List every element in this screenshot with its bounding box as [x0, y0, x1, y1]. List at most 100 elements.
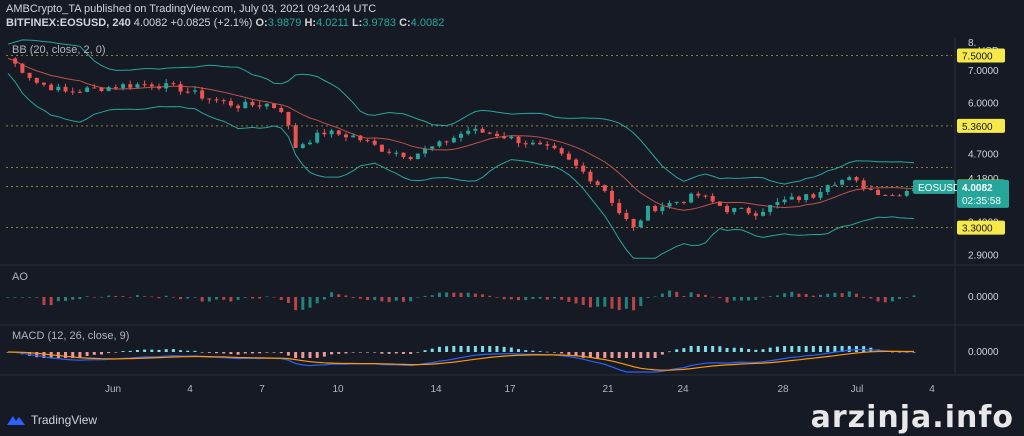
ao-bar — [668, 290, 672, 297]
macd-indicator-label[interactable]: MACD (12, 26, close, 9) — [12, 330, 130, 342]
ao-bar — [121, 296, 125, 297]
ao-bar — [509, 297, 513, 300]
macd-hist-bar — [689, 346, 693, 352]
candle-body — [157, 86, 161, 89]
macd-hist-bar — [747, 349, 751, 352]
macd-hist-bar — [898, 352, 902, 353]
macd-hist-bar — [366, 352, 370, 353]
candle-body — [70, 91, 75, 93]
candle-body — [85, 87, 90, 92]
x-tick-label: 10 — [332, 384, 344, 395]
level-price-tag — [957, 220, 1005, 235]
macd-hist-bar — [279, 352, 283, 354]
macd-hist-bar — [840, 346, 844, 352]
macd-hist-bar — [847, 346, 851, 352]
candle-body — [322, 132, 327, 135]
macd-hist-bar — [121, 351, 125, 352]
candle-body — [487, 132, 492, 134]
candle-body — [768, 204, 773, 212]
ao-bar — [898, 297, 902, 299]
ao-bar — [193, 297, 197, 298]
candle-body — [624, 213, 629, 220]
macd-hist-bar — [85, 352, 89, 356]
macd-hist-bar — [445, 346, 449, 352]
ao-bar — [847, 291, 851, 297]
candle-body — [674, 201, 679, 203]
candle-body — [581, 165, 586, 172]
candle-body — [847, 177, 852, 181]
macd-hist-bar — [128, 350, 132, 352]
macd-hist-bar — [387, 352, 391, 354]
price-axis[interactable]: 8.7.00006.00004.70004.18003.40002.9000US… — [913, 38, 1009, 358]
candle-body — [99, 87, 104, 92]
ao-bar — [552, 297, 556, 299]
macd-hist-bar — [330, 352, 334, 355]
macd-hist-bar — [337, 352, 341, 354]
candle-body — [466, 130, 471, 134]
ao-bar — [696, 293, 700, 297]
ao-bar — [481, 294, 485, 297]
ao-bar — [344, 295, 348, 297]
ao-bar — [358, 297, 362, 299]
macd-hist-bar — [35, 352, 39, 358]
candle-body — [811, 194, 816, 198]
macd-hist-bar — [380, 352, 384, 354]
macd-hist-bar — [890, 351, 894, 353]
macd-hist-bar — [653, 352, 657, 358]
candle-body — [840, 180, 845, 185]
candle-body — [149, 84, 154, 87]
candle-body — [430, 146, 435, 149]
candle-body — [681, 201, 686, 203]
ao-bar — [416, 297, 420, 298]
time-axis[interactable]: Jun 4 7 10 14 17 21 24 28 Jul 4 — [105, 384, 935, 395]
ao-bar — [430, 295, 434, 297]
tradingview-logo[interactable]: TradingView — [6, 413, 97, 427]
level-price-tag — [957, 48, 1005, 63]
candle-body — [645, 206, 650, 221]
ao-bar — [401, 297, 405, 302]
ao-bar — [517, 297, 521, 301]
ao-bar — [250, 297, 254, 299]
price-change: +0.0825 (+2.1%) — [170, 17, 253, 29]
candle-body — [459, 133, 463, 138]
macd-hist-bar — [538, 351, 542, 352]
ao-bar — [596, 297, 600, 307]
macd-hist-bar — [157, 349, 161, 352]
macd-hist-bar — [610, 352, 614, 358]
ao-bar — [243, 297, 247, 298]
candle-body — [861, 180, 866, 189]
ao-bar — [207, 297, 211, 302]
candle-body — [113, 87, 118, 89]
ao-bar — [445, 292, 449, 297]
macd-hist-bar — [725, 348, 729, 352]
candle-body — [164, 83, 169, 89]
ao-bar — [747, 297, 751, 301]
candle-body — [394, 152, 399, 154]
candle-body — [796, 196, 801, 200]
macd-hist-bar — [164, 349, 168, 352]
ao-bar — [495, 297, 499, 298]
ao-bar — [186, 297, 190, 299]
ao-bar — [783, 293, 787, 297]
macd-hist-bar — [632, 352, 636, 358]
macd-hist-bar — [222, 352, 226, 354]
candles — [13, 57, 916, 231]
ao-indicator-label[interactable]: AO — [12, 271, 28, 283]
macd-hist-bar — [732, 347, 736, 352]
open-value: 3.9879 — [267, 17, 302, 29]
candle-body — [121, 84, 126, 89]
macd-hist-bar — [833, 346, 837, 352]
bb-indicator-label[interactable]: BB (20, close, 2, 0) — [12, 44, 106, 56]
candle-body — [588, 171, 593, 182]
ao-bar — [811, 295, 815, 297]
candle-body — [243, 101, 248, 109]
macd-line — [7, 348, 915, 373]
ao-bar — [71, 297, 75, 300]
macd-hist-bar — [517, 349, 521, 352]
candle-body — [717, 201, 722, 206]
macd-hist-bar — [215, 352, 219, 354]
ao-bar — [200, 297, 204, 302]
candle-body — [617, 202, 622, 214]
macd-hist-bar — [229, 352, 233, 355]
